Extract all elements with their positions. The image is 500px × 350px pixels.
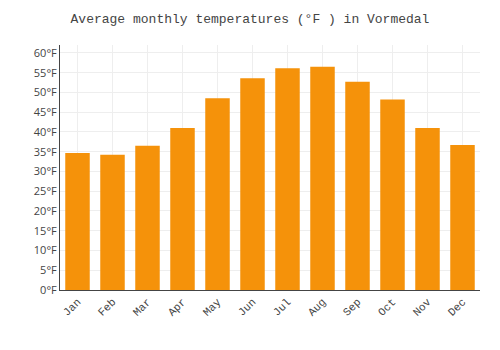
svg-text:50°F: 50°F	[34, 84, 57, 99]
svg-text:Jun: Jun	[236, 296, 258, 318]
svg-text:40°F: 40°F	[34, 124, 57, 139]
svg-text:Average monthly temperatures (: Average monthly temperatures (°F ) in Vo…	[71, 12, 430, 27]
svg-text:30°F: 30°F	[34, 163, 57, 178]
svg-text:35°F: 35°F	[34, 144, 57, 159]
svg-text:Nov: Nov	[411, 296, 434, 319]
svg-text:25°F: 25°F	[34, 183, 57, 198]
svg-text:Mar: Mar	[131, 296, 153, 318]
svg-text:0°F: 0°F	[40, 282, 57, 297]
svg-text:Oct: Oct	[376, 296, 398, 318]
svg-text:Apr: Apr	[166, 296, 188, 318]
svg-text:Jan: Jan	[61, 296, 83, 318]
svg-text:May: May	[201, 296, 224, 319]
svg-text:Jul: Jul	[271, 296, 293, 318]
svg-text:5°F: 5°F	[40, 262, 57, 277]
svg-text:Dec: Dec	[446, 296, 468, 318]
svg-text:Aug: Aug	[306, 296, 328, 318]
svg-text:60°F: 60°F	[34, 45, 57, 60]
svg-text:45°F: 45°F	[34, 104, 57, 119]
svg-text:15°F: 15°F	[34, 223, 57, 238]
svg-text:10°F: 10°F	[34, 242, 57, 257]
svg-text:20°F: 20°F	[34, 203, 57, 218]
svg-text:Sep: Sep	[341, 296, 363, 318]
svg-text:55°F: 55°F	[34, 65, 57, 80]
svg-text:Feb: Feb	[96, 296, 118, 318]
